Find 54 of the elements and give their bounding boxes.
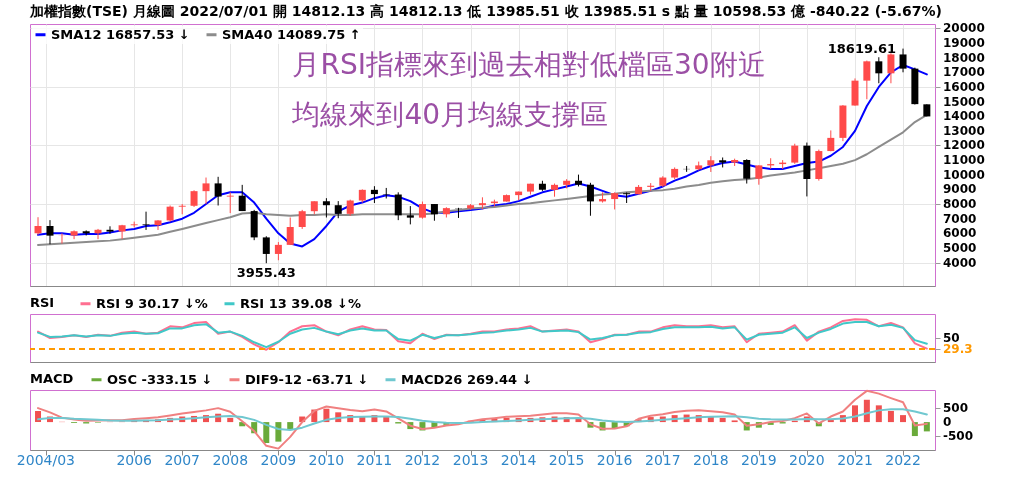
- annotation: 3955.43: [236, 265, 296, 281]
- y-tick-label: 15000: [943, 94, 985, 109]
- x-tick-label: 2018: [693, 452, 729, 468]
- legend-label: DIF9-12 -63.71 ↓: [245, 371, 369, 387]
- x-tick-label: 2019: [741, 452, 777, 468]
- chart-title: MACD: [30, 371, 74, 386]
- annotation: 18619.61: [827, 40, 897, 56]
- x-tick-label: 2007: [164, 452, 201, 468]
- y-tick-label: 18000: [943, 50, 985, 65]
- annotation: 均線來到40月均線支撐區: [291, 98, 609, 131]
- annotation: 月RSI指標來到過去相對低檔區30附近: [292, 48, 766, 81]
- y-tick-label: 11000: [943, 153, 985, 168]
- x-tick-label: 2004/03: [16, 452, 75, 468]
- y-tick-label: 4000: [943, 255, 977, 270]
- legend-label: RSI 13 39.08 ↓%: [240, 295, 361, 311]
- x-tick-label: 2013: [452, 452, 489, 468]
- y-tick-label: 17000: [943, 65, 985, 80]
- x-tick-label: 2011: [356, 452, 393, 468]
- y-tick-label: 5000: [943, 240, 977, 255]
- legend-label: SMA40 14089.75 ↑: [222, 26, 361, 42]
- y-tick-label: 12000: [943, 138, 985, 153]
- legend-label: SMA12 16857.53 ↓: [51, 26, 190, 42]
- y-tick-label: 6000: [943, 226, 977, 241]
- y-tick-label: 16000: [943, 79, 985, 94]
- x-tick-label: 2022: [885, 452, 921, 468]
- x-tick-label: 2015: [548, 452, 585, 468]
- y-tick-label: 10000: [943, 167, 985, 182]
- x-tick-label: 2021: [837, 452, 873, 468]
- y-tick-label: 29.3: [943, 342, 973, 357]
- y-tick-label: 0: [943, 415, 952, 430]
- y-tick-label: 14000: [943, 109, 985, 124]
- legend-label: RSI 9 30.17 ↓%: [96, 295, 208, 311]
- y-tick-label: 19000: [943, 36, 985, 51]
- legend-label: MACD26 269.44 ↓: [401, 371, 533, 387]
- y-tick-label: 50: [943, 331, 960, 345]
- x-tick-label: 2010: [308, 452, 345, 468]
- legend-label: OSC -333.15 ↓: [107, 371, 213, 387]
- x-tick-label: 2020: [789, 452, 825, 468]
- x-tick-label: 2012: [404, 452, 441, 468]
- chart-title: 加權指數(TSE) 月線圖 2022/07/01 開 14812.13 高 14812.13 低 13985.51 收 13985.51 s 點 量 10598.53 億 -840.22 (-5.67%): [29, 3, 942, 20]
- chart-title: RSI: [30, 295, 55, 310]
- y-tick-label: 8000: [943, 197, 977, 212]
- y-tick-label: 9000: [943, 182, 977, 197]
- x-tick-label: 2008: [212, 452, 249, 468]
- y-tick-label: 7000: [943, 211, 977, 226]
- x-tick-label: 2006: [116, 452, 153, 468]
- y-tick-label: 13000: [943, 123, 985, 138]
- y-tick-label: 20000: [943, 21, 985, 36]
- x-tick-label: 2016: [596, 452, 633, 468]
- x-tick-label: 2014: [500, 452, 537, 468]
- y-tick-label: 500: [943, 401, 969, 416]
- x-tick-label: 2017: [644, 452, 681, 468]
- x-tick-label: 2009: [260, 452, 297, 468]
- y-tick-label: -500: [943, 429, 974, 444]
